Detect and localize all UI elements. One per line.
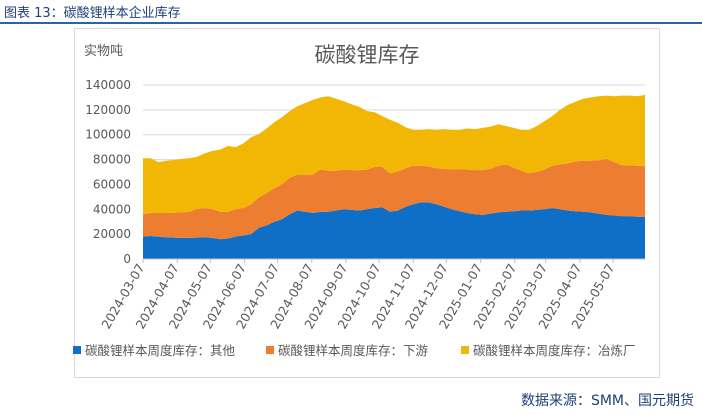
y-tick-label: 0 xyxy=(123,252,131,266)
area-series-smelter xyxy=(143,94,645,215)
legend-label: 碳酸锂样本周度库存：冶炼厂 xyxy=(473,343,636,358)
area-series-downstream xyxy=(143,158,645,240)
y-tick-label: 20000 xyxy=(93,227,131,241)
y-tick-label: 40000 xyxy=(93,202,131,216)
legend-label: 碳酸锂样本周度库存：下游 xyxy=(278,343,429,358)
figure-title: 图表 13：碳酸锂样本企业库存 xyxy=(4,6,181,21)
chart-panel xyxy=(74,28,660,378)
data-source: 数据来源：SMM、国元期货 xyxy=(520,393,694,409)
y-tick-label: 80000 xyxy=(93,153,131,167)
title-divider xyxy=(0,22,702,24)
chart-title: 碳酸锂库存 xyxy=(315,43,420,67)
y-tick-label: 120000 xyxy=(85,103,131,117)
area-series-other xyxy=(143,202,645,259)
y-tick-label: 100000 xyxy=(85,128,131,142)
y-tick-label: 60000 xyxy=(93,177,131,191)
legend-swatch xyxy=(73,346,81,354)
y-tick-label: 140000 xyxy=(85,78,131,92)
legend-swatch xyxy=(461,346,469,354)
legend-label: 碳酸锂样本周度库存：其他 xyxy=(85,343,236,358)
legend-swatch xyxy=(266,346,274,354)
y-axis-label: 实物吨 xyxy=(84,44,123,59)
